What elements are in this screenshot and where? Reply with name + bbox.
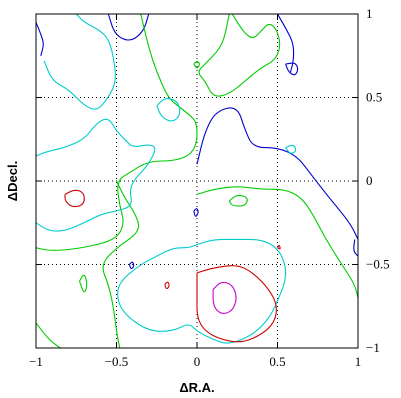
contour-line-21 — [64, 189, 85, 208]
axis-ticks — [35, 13, 359, 349]
contour-line-24 — [277, 244, 281, 250]
contour-line-7 — [353, 239, 359, 257]
x-tick-label: 0.5 — [269, 354, 285, 369]
contour-line-15 — [193, 61, 200, 69]
y-tick-label: 1 — [366, 6, 373, 21]
contour-line-10 — [102, 180, 140, 349]
contour-line-5 — [193, 208, 199, 217]
grid-lines — [36, 14, 358, 348]
contour-line-3 — [285, 62, 299, 76]
y-tick-label: 0 — [366, 173, 373, 188]
contour-line-20 — [285, 144, 297, 154]
x-tick-labels: −1 −0.5 0 0.5 1 — [29, 354, 361, 369]
contour-line-0 — [35, 22, 44, 56]
x-tick-label: 0 — [194, 354, 201, 369]
contour-line-16 — [43, 13, 116, 110]
contour-line-14 — [35, 322, 61, 349]
x-axis-label: ΔR.A. — [179, 380, 214, 395]
contour-line-11 — [196, 186, 359, 299]
y-tick-label: 0.5 — [366, 90, 382, 105]
contour-line-22 — [196, 265, 277, 343]
contour-lines — [35, 13, 359, 349]
y-tick-label: −1 — [366, 340, 380, 355]
contour-line-2 — [277, 13, 295, 73]
contour-line-19 — [117, 238, 287, 344]
contour-line-1 — [107, 13, 150, 41]
y-tick-labels: −1 −0.5 0 0.5 1 — [366, 6, 390, 355]
x-tick-label: −0.5 — [105, 354, 129, 369]
y-tick-label: −0.5 — [366, 257, 390, 272]
x-tick-label: −1 — [29, 354, 43, 369]
contour-line-17 — [35, 118, 156, 232]
contour-line-4 — [196, 107, 359, 240]
contour-line-25 — [212, 281, 237, 314]
contour-line-18 — [156, 98, 181, 122]
y-axis-label: ΔDecl. — [5, 161, 20, 201]
contour-line-23 — [164, 281, 170, 290]
contour-line-12 — [228, 194, 248, 207]
contour-line-6 — [128, 261, 135, 270]
contour-line-9 — [198, 13, 281, 97]
contour-line-13 — [78, 274, 88, 293]
contour-line-8 — [35, 13, 198, 251]
x-tick-label: 1 — [355, 354, 362, 369]
